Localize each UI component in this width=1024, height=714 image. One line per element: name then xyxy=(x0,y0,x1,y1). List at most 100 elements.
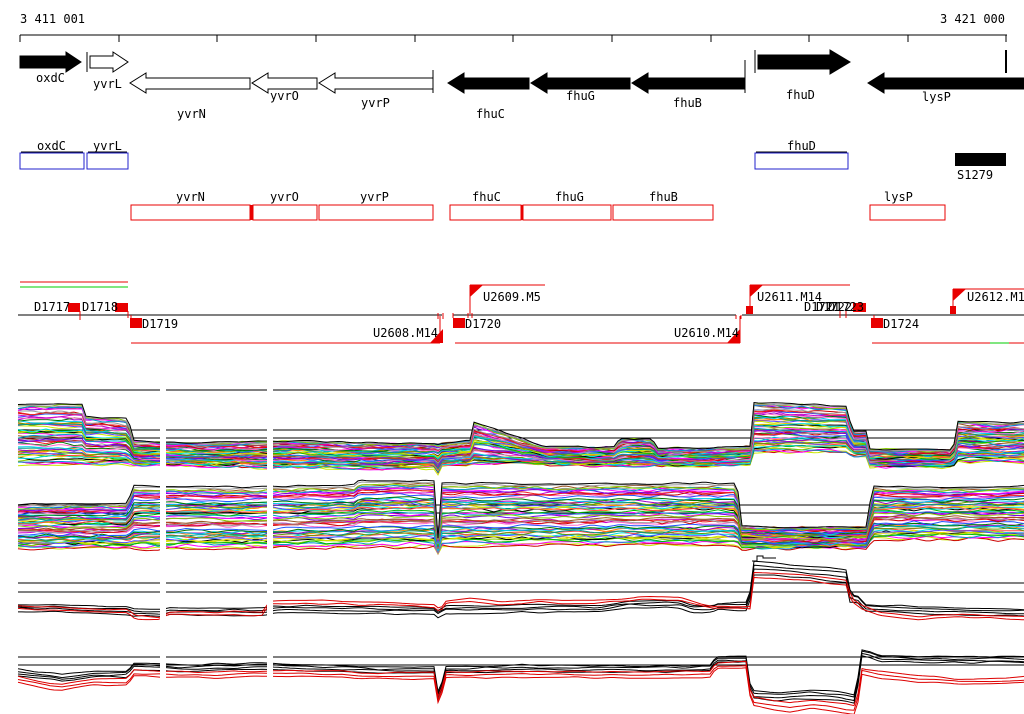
band-2-blip xyxy=(752,555,776,562)
segment-flag-1 xyxy=(750,285,763,297)
gene-arrow-fhuD[interactable] xyxy=(757,49,851,75)
gene-arrow-yvrO[interactable] xyxy=(251,72,318,94)
blue-box-label-fhuD[interactable]: fhuD xyxy=(787,139,816,153)
segment-flag-0 xyxy=(470,285,483,297)
segment-label-U2611.M14[interactable]: U2611.M14 xyxy=(757,290,822,304)
segment-label-D1720[interactable]: D1720 xyxy=(465,317,501,331)
expression-band-2-line-8 xyxy=(17,488,1024,540)
no-data-gap-0 xyxy=(160,387,166,714)
gene-label-fhuD[interactable]: fhuD xyxy=(786,88,815,102)
gene-label-yvrN[interactable]: yvrN xyxy=(177,107,206,121)
red-box-fhuB[interactable] xyxy=(612,204,714,221)
expression-band-1-line-8 xyxy=(17,409,1024,454)
expression-band-2-line-5 xyxy=(17,482,1024,540)
expression-band-4-black-line-3 xyxy=(17,655,1024,704)
red-box-yvrO[interactable] xyxy=(252,204,318,221)
expression-band-1-line-27 xyxy=(17,427,1024,462)
segment-marker-square-6 xyxy=(453,318,465,328)
expression-band-2-line-38 xyxy=(17,523,1024,552)
ruler-end-coordinate: 3 421 000 xyxy=(939,12,1005,26)
segment-marker-square-5 xyxy=(130,318,142,328)
red-box-label-yvrN[interactable]: yvrN xyxy=(176,190,205,204)
expression-band-4-red-line-0 xyxy=(17,660,1024,707)
red-box-fhuG[interactable] xyxy=(522,204,612,221)
segment-marker-square-0 xyxy=(68,303,80,312)
segment-label-D1719[interactable]: D1719 xyxy=(142,317,178,331)
segment-marker-square-7 xyxy=(871,318,883,328)
red-box-label-fhuC[interactable]: fhuC xyxy=(472,190,501,204)
gene-arrow-yvrN[interactable] xyxy=(129,72,251,94)
red-box-lysP[interactable] xyxy=(869,204,946,221)
expression-band-2-line-0 xyxy=(17,479,1024,539)
red-box-label-fhuG[interactable]: fhuG xyxy=(555,190,584,204)
expression-band-3-black-line-3 xyxy=(18,574,1024,619)
gene-arrow-fhuG[interactable] xyxy=(530,72,631,94)
black-box-label-S1279[interactable]: S1279 xyxy=(957,168,993,182)
gene-label-yvrP[interactable]: yvrP xyxy=(361,96,390,110)
segment-end-triangle-0 xyxy=(430,329,443,343)
red-box-divider-1 xyxy=(521,205,523,220)
expression-band-1-line-22 xyxy=(17,423,1024,460)
expression-band-4-red-line-2 xyxy=(17,667,1024,714)
expression-band-4-red-line-1 xyxy=(17,665,1024,711)
segment-marker-square-2 xyxy=(853,303,866,312)
segment-label-D1724[interactable]: D1724 xyxy=(883,317,919,331)
blue-box-label-yvrL[interactable]: yvrL xyxy=(93,139,122,153)
gene-label-yvrL[interactable]: yvrL xyxy=(93,77,122,91)
gene-label-fhuG[interactable]: fhuG xyxy=(566,89,595,103)
expression-band-1-line-12 xyxy=(18,412,1024,456)
red-box-label-yvrP[interactable]: yvrP xyxy=(360,190,389,204)
red-box-label-fhuB[interactable]: fhuB xyxy=(649,190,678,204)
segment-label-D1718[interactable]: D1718 xyxy=(82,300,118,314)
gene-arrow-yvrP[interactable] xyxy=(318,72,434,94)
expression-band-2-line-52 xyxy=(17,535,1024,555)
gene-label-fhuC[interactable]: fhuC xyxy=(476,107,505,121)
ruler-start-coordinate: 3 411 001 xyxy=(20,12,86,26)
red-box-fhuC[interactable] xyxy=(449,204,522,221)
gene-arrow-oxdC[interactable] xyxy=(19,51,82,73)
expression-band-2-line-43 xyxy=(18,529,1024,554)
segment-marker-square-3 xyxy=(746,306,753,314)
blue-box-oxdC[interactable] xyxy=(19,152,85,170)
blue-box-label-oxdC[interactable]: oxdC xyxy=(37,139,66,153)
blue-box-fhuD[interactable] xyxy=(754,152,849,170)
segment-label-U2612.M10[interactable]: U2612.M10 xyxy=(967,290,1024,304)
no-data-gap-1 xyxy=(267,387,273,714)
segment-marker-square-4 xyxy=(950,306,956,314)
gene-label-lysP[interactable]: lysP xyxy=(922,90,951,104)
expression-band-3-red-line-0 xyxy=(17,571,1024,619)
segment-marker-square-1 xyxy=(115,303,128,312)
segment-label-D1717[interactable]: D1717 xyxy=(34,300,70,314)
black-box-S1279[interactable] xyxy=(955,153,1006,166)
red-box-label-lysP[interactable]: lysP xyxy=(884,190,913,204)
red-box-label-yvrO[interactable]: yvrO xyxy=(270,190,299,204)
segment-label-D1722[interactable]: D1722 xyxy=(816,300,852,314)
gene-arrow-yvrL[interactable] xyxy=(89,51,129,73)
expression-band-2-line-26 xyxy=(17,512,1024,547)
gene-arrow-fhuB[interactable] xyxy=(631,72,746,94)
red-box-yvrP[interactable] xyxy=(318,204,434,221)
expression-band-2-line-27 xyxy=(17,510,1024,547)
expression-band-2-line-53 xyxy=(17,537,1024,552)
expression-band-2-line-31 xyxy=(17,516,1024,548)
expression-band-2-line-35 xyxy=(17,520,1024,548)
gene-label-oxdC[interactable]: oxdC xyxy=(36,71,65,85)
gene-label-fhuB[interactable]: fhuB xyxy=(673,96,702,110)
segment-label-U2609.M5[interactable]: U2609.M5 xyxy=(483,290,541,304)
expression-band-2-line-2 xyxy=(18,483,1024,540)
red-box-yvrN[interactable] xyxy=(130,204,251,221)
segment-label-U2608.M14[interactable]: U2608.M14 xyxy=(373,326,438,340)
gene-arrow-lysP[interactable] xyxy=(867,72,1024,94)
expression-band-3-black-line-0 xyxy=(18,560,1024,612)
gene-arrow-fhuC[interactable] xyxy=(447,72,530,94)
expression-band-3-black-line-1 xyxy=(17,564,1024,613)
segment-label-U2610.M14[interactable]: U2610.M14 xyxy=(674,326,739,340)
expression-band-1-line-41 xyxy=(17,441,1024,468)
gene-label-yvrO[interactable]: yvrO xyxy=(270,89,299,103)
segment-label-D1723[interactable]: D1723 xyxy=(828,300,864,314)
expression-band-3-red-line-1 xyxy=(17,576,1024,621)
segment-label-D1721[interactable]: D1721 xyxy=(804,300,840,314)
blue-box-yvrL[interactable] xyxy=(86,152,129,170)
